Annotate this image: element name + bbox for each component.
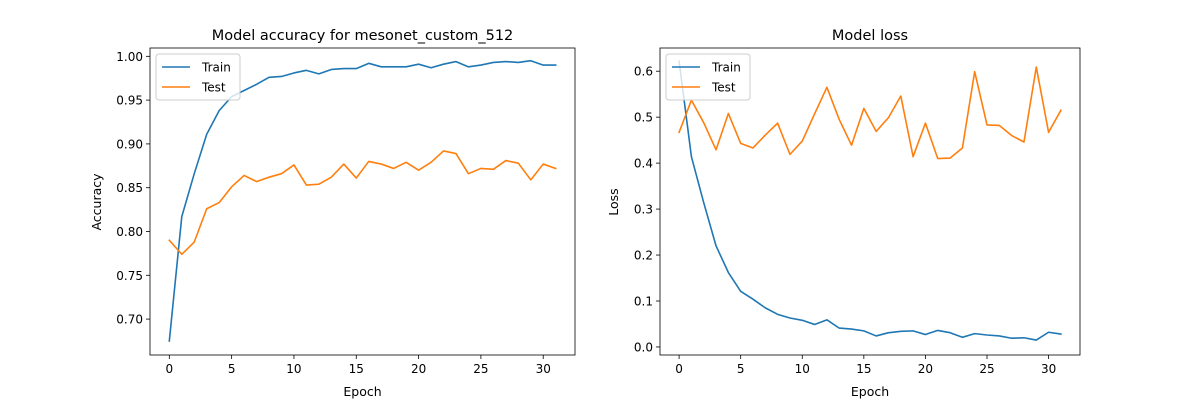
loss-x-tick-label: 15 xyxy=(856,362,871,376)
loss-x-tick-label: 5 xyxy=(737,362,745,376)
loss-legend-label-train: Train xyxy=(711,61,741,75)
accuracy-legend: Train Test xyxy=(155,53,241,101)
accuracy-legend-box xyxy=(155,53,241,101)
loss-chart-title: Model loss xyxy=(832,28,908,44)
loss-legend-box xyxy=(665,53,751,101)
loss-x-tick-label: 30 xyxy=(1041,362,1056,376)
accuracy-x-tick-label: 25 xyxy=(473,362,488,376)
loss-y-tick-label: 0.3 xyxy=(634,203,653,217)
accuracy-plot-frame xyxy=(149,47,576,356)
loss-series-test-line xyxy=(678,66,1062,160)
accuracy-y-tick-label: 0.85 xyxy=(116,181,143,195)
accuracy-x-tick-label: 10 xyxy=(286,362,301,376)
accuracy-y-tick-label: 0.95 xyxy=(116,94,143,108)
accuracy-x-tick-label: 5 xyxy=(228,362,236,376)
accuracy-legend-label-train: Train xyxy=(201,61,231,75)
accuracy-y-axis-label: Accuracy xyxy=(89,173,104,231)
loss-legend: Train Test xyxy=(665,53,751,101)
accuracy-chart-title: Model accuracy for mesonet_custom_512 xyxy=(212,28,514,44)
accuracy-y-tick-label: 0.75 xyxy=(116,269,143,283)
loss-y-tick-label: 0.1 xyxy=(634,294,653,308)
loss-y-tick-label: 0.6 xyxy=(634,65,653,79)
loss-y-tick-label: 0.2 xyxy=(634,249,653,263)
loss-legend-label-test: Test xyxy=(711,81,736,95)
loss-y-axis-label: Loss xyxy=(606,188,621,215)
loss-x-tick-label: 25 xyxy=(979,362,994,376)
loss-x-axis-label: Epoch xyxy=(851,384,889,399)
accuracy-x-tick-label: 30 xyxy=(536,362,551,376)
accuracy-y-tick-label: 0.90 xyxy=(116,137,143,151)
accuracy-x-tick-label: 0 xyxy=(165,362,173,376)
accuracy-y-tick-label: 1.00 xyxy=(116,50,143,64)
accuracy-series-test-line xyxy=(168,150,557,256)
loss-y-tick-label: 0.5 xyxy=(634,111,653,125)
accuracy-x-tick-label: 15 xyxy=(349,362,364,376)
loss-x-tick-label: 0 xyxy=(675,362,683,376)
loss-x-tick-label: 10 xyxy=(795,362,810,376)
accuracy-y-tick-label: 0.70 xyxy=(116,313,143,327)
loss-chart: Model loss Epoch Loss 0 5 10 15 20 25 30 0.0 0.1… xyxy=(606,28,1081,399)
accuracy-y-tick-label: 0.80 xyxy=(116,225,143,239)
loss-plot-frame xyxy=(659,47,1081,356)
loss-series-train-line xyxy=(678,60,1062,341)
loss-y-tick-label: 0.0 xyxy=(634,340,653,354)
accuracy-x-tick-label: 20 xyxy=(411,362,426,376)
loss-x-tick-label: 20 xyxy=(918,362,933,376)
accuracy-chart: Model accuracy for mesonet_custom_512 Ep… xyxy=(89,28,576,399)
accuracy-x-axis-label: Epoch xyxy=(343,384,381,399)
accuracy-legend-label-test: Test xyxy=(201,81,226,95)
loss-y-tick-label: 0.4 xyxy=(634,157,653,171)
